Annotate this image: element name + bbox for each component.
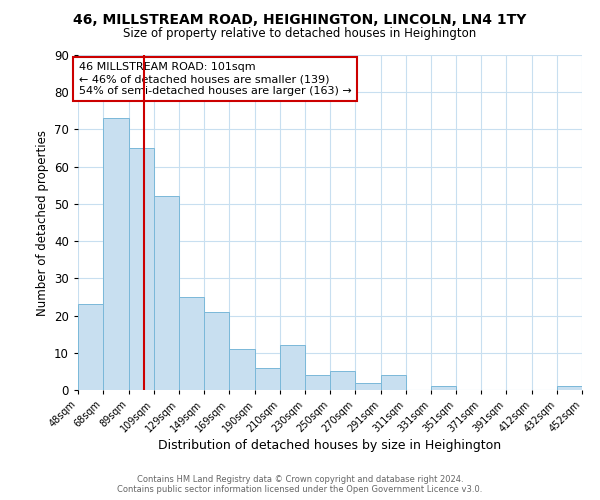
Bar [381,375,406,390]
Text: Size of property relative to detached houses in Heighington: Size of property relative to detached ho… [124,28,476,40]
Bar [355,382,381,390]
Bar [129,148,154,390]
Bar [255,368,280,390]
Bar [431,386,456,390]
Bar [78,304,103,390]
Bar [305,375,330,390]
Text: Contains HM Land Registry data © Crown copyright and database right 2024.
Contai: Contains HM Land Registry data © Crown c… [118,474,482,494]
Bar [229,349,255,390]
Y-axis label: Number of detached properties: Number of detached properties [35,130,49,316]
Bar [330,372,355,390]
Bar [557,386,582,390]
Text: 46, MILLSTREAM ROAD, HEIGHINGTON, LINCOLN, LN4 1TY: 46, MILLSTREAM ROAD, HEIGHINGTON, LINCOL… [73,12,527,26]
Bar [204,312,229,390]
Bar [154,196,179,390]
Text: 46 MILLSTREAM ROAD: 101sqm
← 46% of detached houses are smaller (139)
54% of sem: 46 MILLSTREAM ROAD: 101sqm ← 46% of deta… [79,62,352,96]
Bar [179,297,204,390]
X-axis label: Distribution of detached houses by size in Heighington: Distribution of detached houses by size … [158,440,502,452]
Bar [103,118,129,390]
Bar [280,346,305,390]
